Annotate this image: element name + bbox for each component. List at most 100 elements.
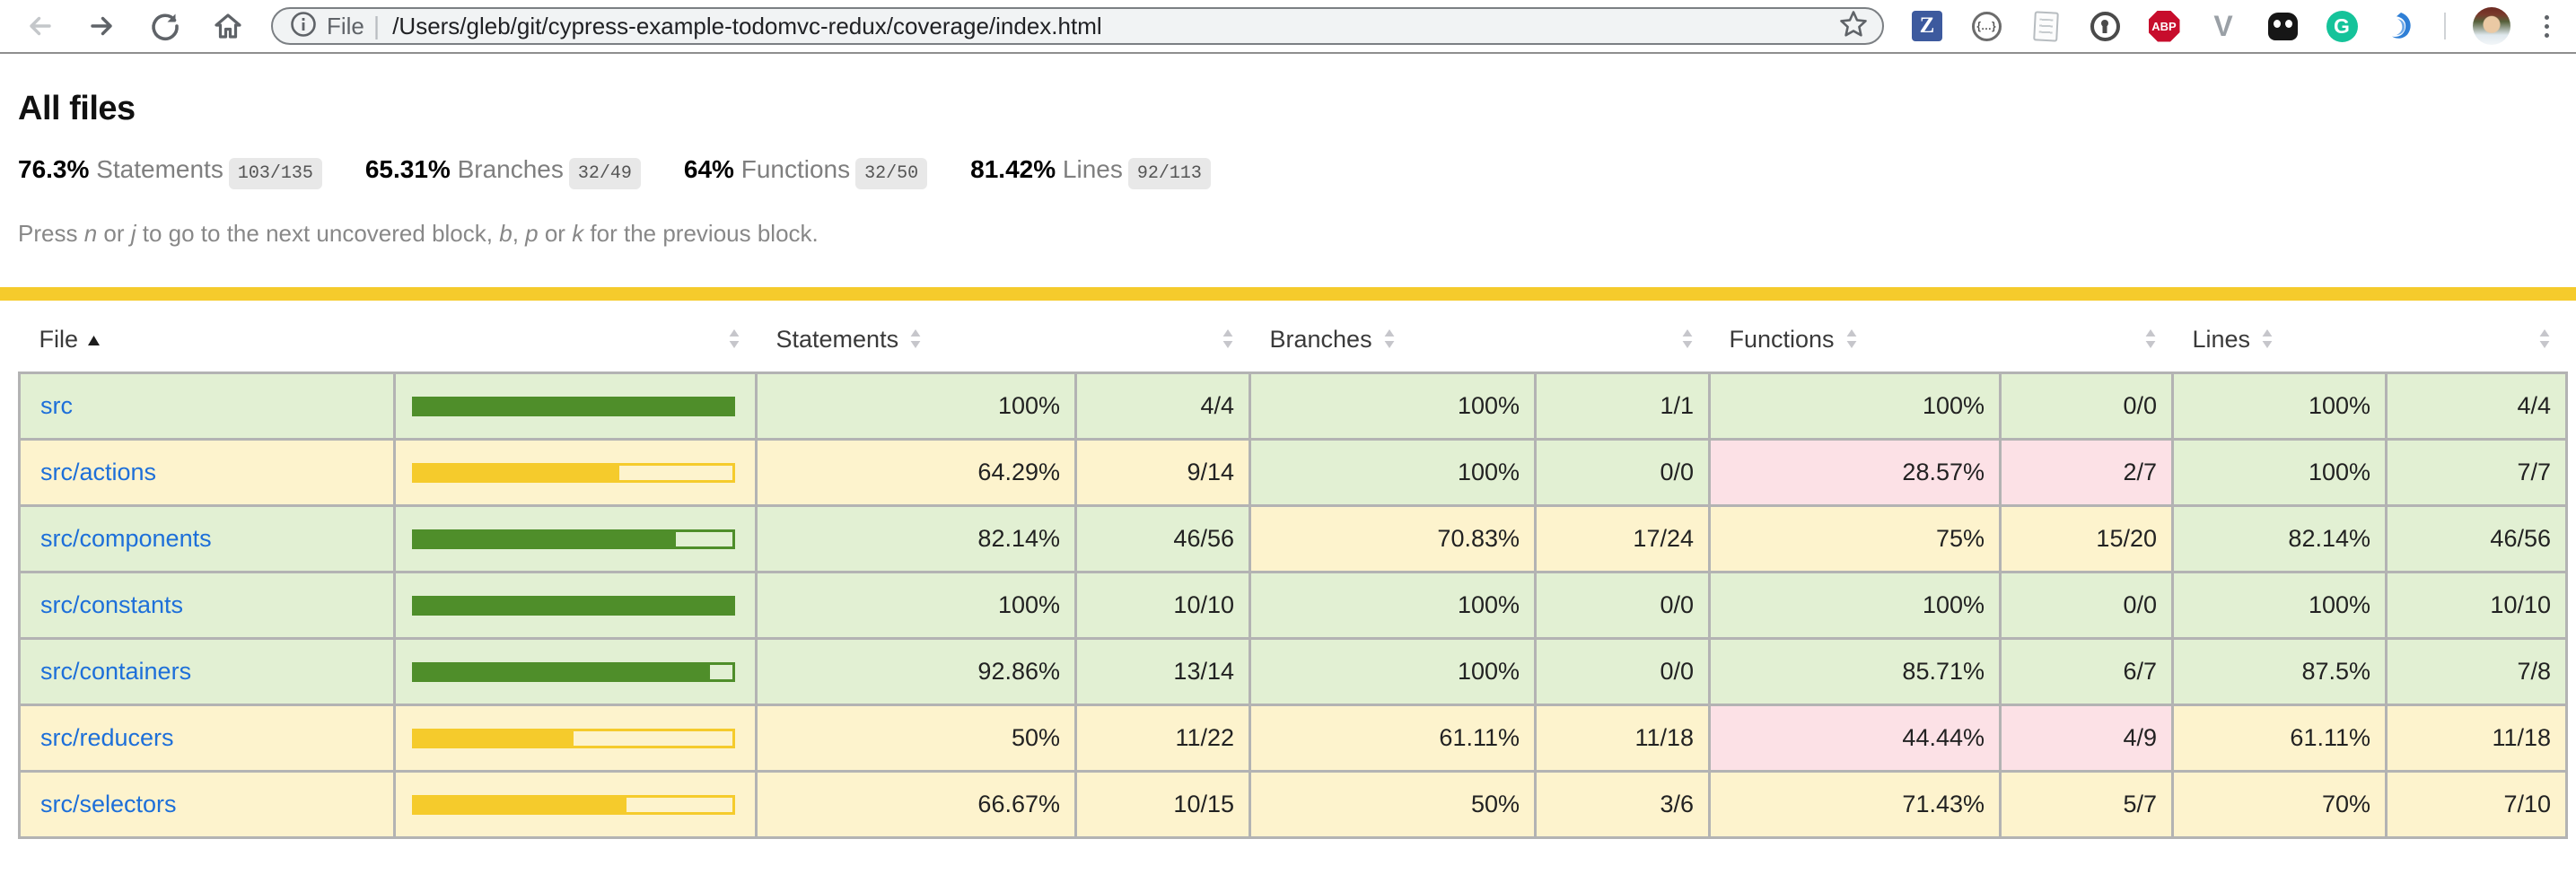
table-row: src 100% 4/4 100% 1/1 100% 0/0 100% 4/4 (18, 371, 2568, 441)
summary-fraction: 32/49 (568, 158, 641, 189)
json-viewer-extension-icon[interactable]: {…} (1970, 10, 2002, 42)
branches-raw-cell: 11/18 (1534, 704, 1711, 773)
coverage-bar (412, 794, 735, 815)
coverage-bar-cell (393, 571, 758, 640)
statements-pct-cell: 100% (755, 371, 1077, 441)
table-row: src/constants 100% 10/10 100% 0/0 100% 0/0 100%… (18, 571, 2568, 640)
profile-avatar[interactable] (2473, 7, 2510, 45)
branches-pct-cell: 50% (1249, 770, 1537, 839)
column-header-statements[interactable]: Statements (757, 302, 1076, 373)
branches-raw-cell: 0/0 (1534, 637, 1711, 706)
forward-icon[interactable] (86, 10, 118, 42)
lines-raw-cell: 4/4 (2385, 371, 2568, 441)
table-row: src/components 82.14% 46/56 70.83% 17/24 75% 1… (18, 504, 2568, 573)
functions-raw-cell: 2/7 (1999, 438, 2174, 507)
summary-label: Lines (1062, 155, 1123, 183)
column-header-statements_raw[interactable] (1076, 302, 1250, 373)
column-label: Branches (1269, 326, 1372, 353)
file-link[interactable]: src/containers (40, 658, 192, 685)
summary-metric: 76.3% Statements 103/135 (18, 155, 322, 189)
bookmark-star-icon[interactable] (1837, 8, 1870, 45)
statements-raw-cell: 46/56 (1074, 504, 1251, 573)
table-row: src/selectors 66.67% 10/15 50% 3/6 71.43% 5/7 7… (18, 770, 2568, 839)
branches-raw-cell: 0/0 (1534, 571, 1711, 640)
browser-menu-icon[interactable] (2537, 12, 2556, 41)
notes-extension-icon[interactable] (2029, 10, 2062, 42)
table-row: src/containers 92.86% 13/14 100% 0/0 85.71% 6/… (18, 637, 2568, 706)
summary-label: Statements (96, 155, 223, 183)
branches-pct-cell: 100% (1249, 438, 1537, 507)
summary-metric: 81.42% Lines 92/113 (970, 155, 1211, 189)
coverage-bar-cell (393, 770, 758, 839)
file-link[interactable]: src/components (40, 525, 212, 552)
branches-pct-cell: 61.11% (1249, 704, 1537, 773)
browser-toolbar: File | /Users/gleb/git/cypress-example-t… (0, 0, 2576, 54)
file-link[interactable]: src/reducers (40, 724, 174, 751)
statements-pct-cell: 100% (755, 571, 1077, 640)
reload-icon[interactable] (149, 10, 181, 42)
home-icon[interactable] (212, 10, 244, 42)
functions-raw-cell: 15/20 (1999, 504, 2174, 573)
column-header-lines_raw[interactable] (2387, 302, 2567, 373)
column-header-pic[interactable] (395, 302, 757, 373)
lines-pct-cell: 100% (2171, 571, 2388, 640)
file-link[interactable]: src/actions (40, 459, 157, 485)
coverage-bar (412, 661, 735, 682)
column-header-file[interactable]: File (20, 302, 395, 373)
branches-raw-cell: 17/24 (1534, 504, 1711, 573)
column-header-functions_raw[interactable] (2001, 302, 2173, 373)
onepassword-extension-icon[interactable] (2089, 10, 2121, 42)
zotero-extension-icon[interactable]: Z (1911, 10, 1943, 42)
coverage-bar-cell (393, 704, 758, 773)
functions-raw-cell: 4/9 (1999, 704, 2174, 773)
column-label: Lines (2192, 326, 2251, 353)
grammarly-glyph: G (2326, 10, 2358, 42)
statements-pct-cell: 64.29% (755, 438, 1077, 507)
file-link[interactable]: src (40, 392, 73, 419)
lines-raw-cell: 11/18 (2385, 704, 2568, 773)
toolbar-divider (2444, 13, 2446, 39)
column-header-functions[interactable]: Functions (1710, 302, 2001, 373)
coverage-bar-cell (393, 371, 758, 441)
file-link[interactable]: src/selectors (40, 791, 177, 817)
coverage-bar (412, 529, 735, 549)
summary-pct: 76.3% (18, 155, 90, 183)
statements-raw-cell: 10/10 (1074, 571, 1251, 640)
table-row: src/reducers 50% 11/22 61.11% 11/18 44.44% 4/9… (18, 704, 2568, 773)
url-separator: | (372, 12, 381, 39)
summary-pct: 64% (683, 155, 734, 183)
adblock-plus-extension-icon[interactable]: ABP (2148, 10, 2180, 42)
file-cell: src/selectors (18, 770, 396, 839)
url-text[interactable]: /Users/gleb/git/cypress-example-todomvc-… (392, 12, 1102, 39)
lines-raw-cell: 7/8 (2385, 637, 2568, 706)
file-cell: src/reducers (18, 704, 396, 773)
branches-pct-cell: 100% (1249, 571, 1537, 640)
info-icon[interactable] (289, 10, 318, 43)
column-label: File (39, 326, 79, 353)
column-label: Functions (1729, 326, 1835, 353)
functions-pct-cell: 75% (1708, 504, 2002, 573)
address-bar[interactable]: File | /Users/gleb/git/cypress-example-t… (271, 7, 1884, 45)
kuker-extension-icon[interactable] (2266, 10, 2299, 42)
blue-swirl-extension-icon[interactable] (2385, 10, 2417, 42)
lines-raw-cell: 7/7 (2385, 438, 2568, 507)
abp-glyph: ABP (2148, 10, 2180, 42)
summary-metric: 65.31% Branches 32/49 (365, 155, 641, 189)
json-viewer-glyph: {…} (1971, 11, 2002, 41)
coverage-table: File Statements Branches Functions Lines src… (18, 302, 2568, 839)
coverage-bar-cell (393, 504, 758, 573)
column-header-branches_raw[interactable] (1536, 302, 1710, 373)
statements-raw-cell: 13/14 (1074, 637, 1251, 706)
summary-label: Branches (457, 155, 564, 183)
table-body: src 100% 4/4 100% 1/1 100% 0/0 100% 4/4 src/actio… (18, 371, 2568, 839)
column-header-branches[interactable]: Branches (1250, 302, 1536, 373)
statements-raw-cell: 4/4 (1074, 371, 1251, 441)
column-header-lines[interactable]: Lines (2173, 302, 2387, 373)
coverage-bar (412, 462, 735, 483)
back-icon[interactable] (23, 10, 56, 42)
column-label: Statements (775, 326, 899, 353)
file-cell: src (18, 371, 396, 441)
grammarly-extension-icon[interactable]: G (2326, 10, 2358, 42)
vue-devtools-extension-icon[interactable]: V (2207, 10, 2239, 42)
file-link[interactable]: src/constants (40, 591, 184, 618)
